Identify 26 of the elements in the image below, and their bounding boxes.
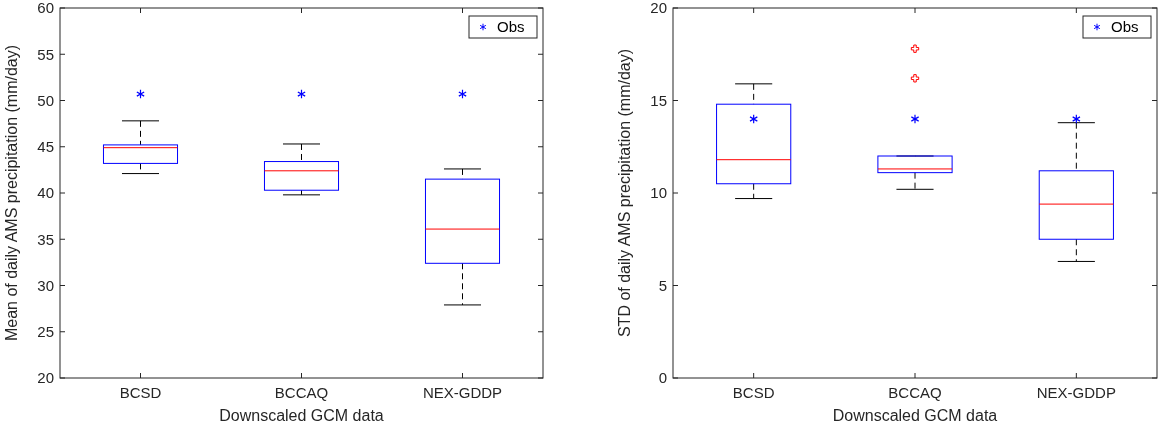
y-tick-label: 30 bbox=[37, 276, 54, 294]
y-tick-label: 60 bbox=[37, 0, 54, 17]
legend-label: Obs bbox=[497, 18, 525, 36]
y-tick-label: 20 bbox=[37, 369, 54, 387]
y-tick-label: 55 bbox=[37, 45, 54, 63]
x-axis-title: Downscaled GCM data bbox=[219, 407, 384, 424]
x-axis-title: Downscaled GCM data bbox=[832, 407, 998, 424]
x-tick-label: BCCAQ bbox=[274, 384, 329, 401]
y-tick-label: 45 bbox=[37, 138, 54, 155]
x-tick-label: NEX-GDDP bbox=[422, 384, 503, 401]
y-axis-title: STD of daily AMS precipitation (mm/day) bbox=[616, 48, 633, 338]
x-tick-label: BCSD bbox=[119, 384, 162, 401]
y-tick-label: 40 bbox=[37, 184, 54, 202]
y-axis-title: Mean of daily AMS precipitation (mm/day) bbox=[3, 44, 20, 342]
y-tick-label: 15 bbox=[650, 91, 667, 109]
y-tick-label: 50 bbox=[37, 91, 54, 109]
x-tick-label: BCCAQ bbox=[888, 384, 942, 401]
legend-label: Obs bbox=[1111, 18, 1139, 36]
y-tick-label: 0 bbox=[658, 369, 667, 387]
y-tick-label: 20 bbox=[650, 0, 667, 17]
x-tick-label: BCSD bbox=[732, 384, 775, 401]
x-tick-label: NEX-GDDP bbox=[1036, 384, 1116, 401]
y-tick-label: 35 bbox=[37, 230, 54, 248]
y-tick-label: 25 bbox=[37, 323, 54, 340]
y-tick-label: 10 bbox=[650, 184, 667, 202]
y-tick-label: 5 bbox=[658, 276, 667, 294]
